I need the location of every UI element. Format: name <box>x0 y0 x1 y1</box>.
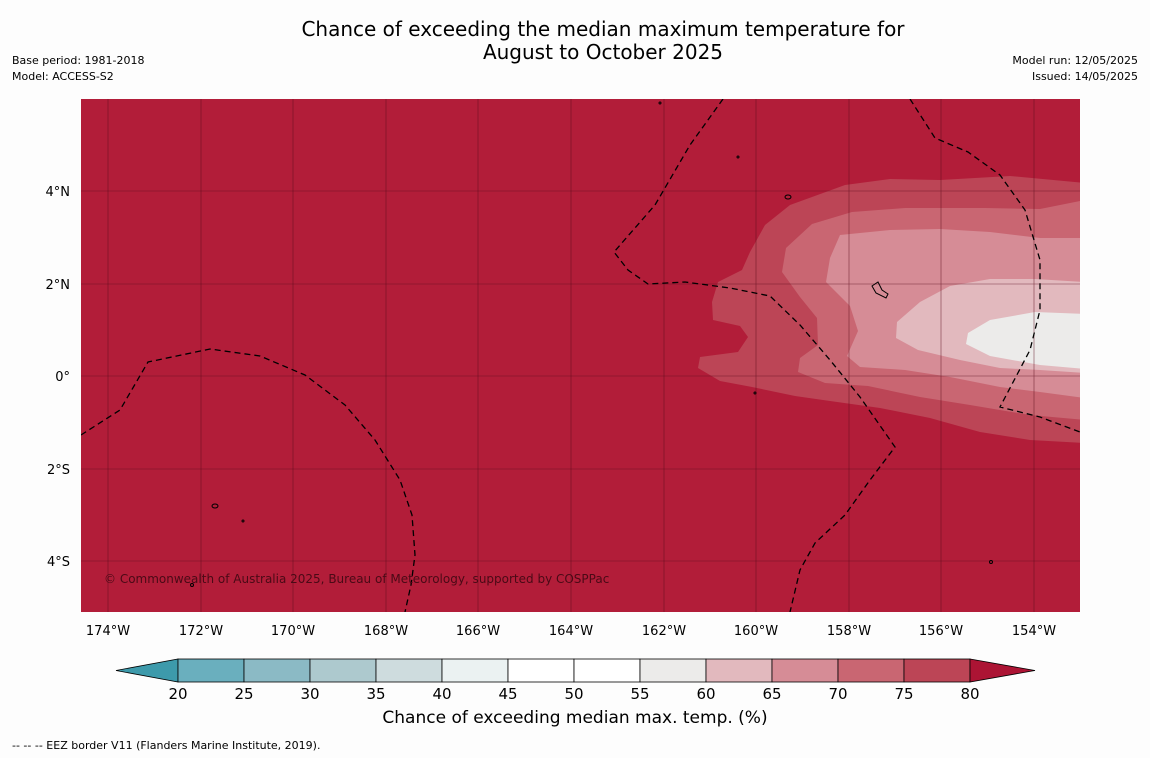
colorbar-segment <box>771 658 839 683</box>
colorbar-tick: 35 <box>366 685 385 703</box>
latitude-labels: 4°N 2°N 0° 2°S 4°S <box>46 185 71 570</box>
island <box>736 155 740 159</box>
colorbar-segment <box>309 658 377 683</box>
lon-label: 166°W <box>456 624 500 639</box>
colorbar-segment <box>441 658 509 683</box>
title-line-2: August to October 2025 <box>482 40 724 64</box>
colorbar-ticks: 20 25 30 35 40 45 50 55 60 65 70 75 80 <box>168 685 979 703</box>
base-period: Base period: 1981-2018 <box>12 54 145 67</box>
colorbar-tick: 75 <box>894 685 913 703</box>
island <box>989 560 993 564</box>
island <box>211 503 219 509</box>
contour-55 <box>966 312 1080 369</box>
colorbar-tick: 55 <box>630 685 649 703</box>
map-title: Chance of exceeding the median maximum t… <box>0 18 1150 64</box>
colorbar-tick: 60 <box>696 685 715 703</box>
model-name: Model: ACCESS-S2 <box>12 70 114 83</box>
lon-label: 172°W <box>179 624 223 639</box>
title-line-1: Chance of exceeding the median maximum t… <box>301 17 905 41</box>
lat-label: 2°N <box>46 278 71 293</box>
lon-label: 156°W <box>919 624 963 639</box>
colorbar-segment <box>639 658 707 683</box>
lat-label: 4°N <box>46 185 71 200</box>
lon-label: 162°W <box>642 624 686 639</box>
colorbar-extend-low <box>115 658 179 683</box>
island <box>784 194 792 200</box>
longitude-labels: 174°W 172°W 170°W 168°W 166°W 164°W 162°… <box>86 624 1056 639</box>
colorbar-segment <box>177 658 245 683</box>
lon-label: 154°W <box>1012 624 1056 639</box>
islands <box>190 101 993 587</box>
colorbar-segment <box>837 658 905 683</box>
lat-label: 4°S <box>47 555 70 570</box>
lon-label: 168°W <box>364 624 408 639</box>
colorbar <box>115 658 1036 683</box>
colorbar-tick: 40 <box>432 685 451 703</box>
colorbar-segment <box>507 658 575 683</box>
lat-label: 0° <box>55 370 70 385</box>
model-run-date: Model run: 12/05/2025 <box>1012 54 1138 67</box>
colorbar-tick: 50 <box>564 685 583 703</box>
run-info: Model run: 12/05/2025 Issued: 14/05/2025 <box>1012 53 1138 85</box>
island <box>753 391 757 395</box>
island <box>871 281 889 299</box>
eez-footnote: -- -- -- EEZ border V11 (Flanders Marine… <box>12 739 321 752</box>
colorbar-tick: 80 <box>960 685 979 703</box>
colorbar-segment <box>705 658 773 683</box>
lon-label: 164°W <box>549 624 593 639</box>
colorbar-label: Chance of exceeding median max. temp. (%… <box>382 708 768 728</box>
colorbar-segment <box>375 658 443 683</box>
map-panel: © Commonwealth of Australia 2025, Bureau… <box>81 99 1080 612</box>
graticule <box>81 99 1080 612</box>
lon-label: 158°W <box>827 624 871 639</box>
eez-borders <box>81 99 1080 612</box>
island <box>190 583 194 587</box>
colorbar-tick: 30 <box>300 685 319 703</box>
colorbar-tick: 70 <box>828 685 847 703</box>
model-info: Base period: 1981-2018 Model: ACCESS-S2 <box>12 53 144 85</box>
colorbar-segment <box>243 658 311 683</box>
issued-date: Issued: 14/05/2025 <box>1031 70 1138 83</box>
lat-label: 2°S <box>47 463 70 478</box>
colorbar-tick: 45 <box>498 685 517 703</box>
colorbar-segment <box>903 658 971 683</box>
lon-label: 160°W <box>734 624 778 639</box>
colorbar-tick: 25 <box>234 685 253 703</box>
lon-label: 174°W <box>86 624 130 639</box>
island <box>241 519 245 523</box>
colorbar-extend-high <box>969 658 1036 683</box>
lon-label: 170°W <box>271 624 315 639</box>
colorbar-segment <box>573 658 641 683</box>
copyright-notice: © Commonwealth of Australia 2025, Bureau… <box>104 572 609 586</box>
colorbar-tick: 65 <box>762 685 781 703</box>
colorbar-tick: 20 <box>168 685 187 703</box>
island <box>658 101 662 105</box>
